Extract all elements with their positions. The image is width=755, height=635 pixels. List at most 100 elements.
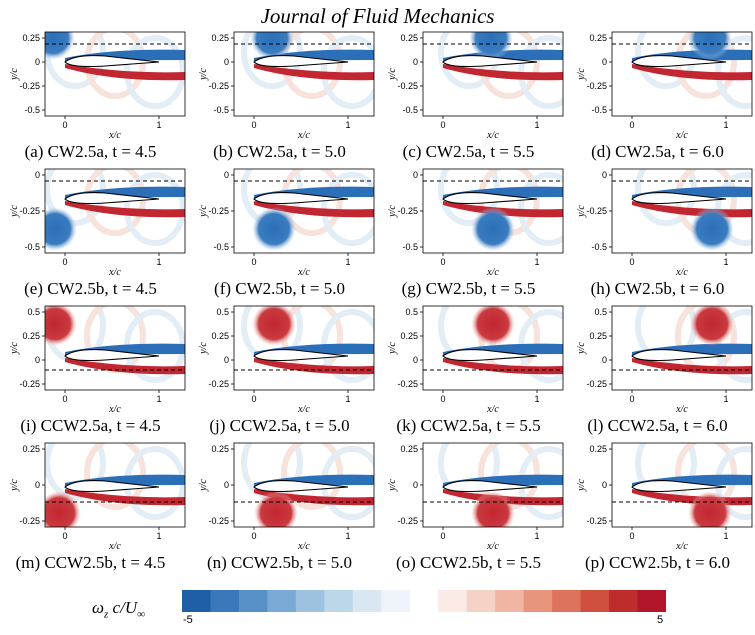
- y-tick-label: 0.25: [22, 33, 40, 43]
- axes-frame: [611, 305, 753, 391]
- y-axis-label: y/c: [198, 68, 209, 81]
- colorbar-swatch: [381, 590, 411, 612]
- y-tick-label: 0.25: [22, 444, 40, 454]
- vortex: [45, 207, 77, 251]
- y-tick-label: 0: [35, 480, 40, 490]
- airfoil: [253, 55, 349, 68]
- y-axis-label: y/c: [9, 479, 20, 492]
- vorticity-field-plot: 0.25 0 -0.25 0 1 x/c y/c: [9, 442, 186, 552]
- vorticity-field-plot: 0.25 0 -0.25 0 1 x/c y/c: [576, 442, 753, 552]
- airfoil: [442, 480, 538, 493]
- y-tick-label: 0: [413, 57, 418, 67]
- vortex: [254, 491, 298, 527]
- axes-frame: [233, 305, 375, 391]
- vorticity-field-plot: 0 -0.25 -0.5 0 1 x/c y/c: [9, 168, 186, 278]
- y-axis-label: y/c: [576, 68, 587, 81]
- vorticity-field-plot: 0 -0.25 -0.5 0 1 x/c y/c: [387, 168, 564, 278]
- y-tick-label: -0.25: [397, 379, 418, 389]
- x-tick-label: 0: [440, 120, 445, 130]
- airfoil: [631, 192, 727, 205]
- y-tick-label: -0.5: [213, 242, 229, 252]
- y-tick-label: 0.5: [216, 307, 229, 317]
- y-tick-label: 0.25: [589, 444, 607, 454]
- lower-shear-layer: [254, 64, 374, 81]
- y-tick-label: 0: [602, 57, 607, 67]
- vortex: [471, 491, 515, 527]
- y-tick-label: -0.25: [208, 81, 229, 91]
- panel-i: 0.5 0.25 0 -0.25 0 1 x/c y/c (i) CCW2.5a, t = 4.…: [3, 304, 191, 441]
- vortex: [45, 32, 75, 60]
- y-axis-label: y/c: [576, 479, 587, 492]
- axes-frame: [44, 31, 186, 117]
- x-axis-label: x/c: [297, 267, 310, 278]
- y-tick-label: 0.25: [400, 331, 418, 341]
- y-tick-label: 0.25: [400, 444, 418, 454]
- panel-p: 0.25 0 -0.25 0 1 x/c y/c (p) CCW2.5b, t = 6.0: [570, 441, 755, 578]
- panel-caption: (n) CCW2.5b, t = 5.0: [206, 553, 353, 572]
- y-axis-label: y/c: [198, 342, 209, 355]
- colorbar-swatch: [552, 590, 582, 612]
- colorbar-swatch: [637, 590, 666, 612]
- y-tick-label: 0: [224, 57, 229, 67]
- y-tick-label: -0.25: [19, 379, 40, 389]
- colorbar-swatch: [580, 590, 610, 612]
- vortex: [252, 207, 296, 251]
- axes-frame: [611, 31, 753, 117]
- y-tick-label: 0: [224, 355, 229, 365]
- x-tick-label: 1: [723, 257, 728, 267]
- x-tick-label: 0: [629, 120, 634, 130]
- panel-j: 0.5 0.25 0 -0.25 0 1 x/c y/c (j) CCW2.5a, t = 5.…: [192, 304, 380, 441]
- x-axis-label: x/c: [108, 130, 121, 141]
- y-tick-label: 0.5: [405, 307, 418, 317]
- panel-caption: (i) CCW2.5a, t = 4.5: [20, 416, 161, 435]
- x-tick-label: 0: [62, 394, 67, 404]
- x-tick-label: 0: [629, 394, 634, 404]
- y-tick-label: -0.25: [397, 81, 418, 91]
- lower-shear-layer: [443, 64, 563, 81]
- y-axis-label: y/c: [198, 205, 209, 218]
- x-axis-label: x/c: [675, 404, 688, 415]
- x-tick-label: 0: [62, 257, 67, 267]
- colorbar-swatch: [238, 590, 268, 612]
- panel-l: 0.5 0.25 0 -0.25 0 1 x/c y/c (l) CCW2.5a, t = 6.…: [570, 304, 755, 441]
- x-axis-label: x/c: [486, 130, 499, 141]
- lower-shear-layer: [254, 201, 374, 218]
- x-tick-label: 1: [345, 257, 350, 267]
- x-tick-label: 0: [62, 120, 67, 130]
- vortex: [690, 207, 734, 251]
- panel-caption: (g) CW2.5b, t = 5.5: [401, 279, 536, 298]
- y-axis-label: y/c: [9, 205, 20, 218]
- vorticity-field-plot: 0.5 0.25 0 -0.25 0 1 x/c y/c: [198, 305, 375, 415]
- y-tick-label: 0.25: [211, 331, 229, 341]
- x-tick-label: 0: [440, 257, 445, 267]
- colorbar-max-label: 5: [657, 614, 664, 626]
- y-tick-label: -0.25: [19, 516, 40, 526]
- airfoil: [442, 192, 538, 205]
- panel-a: 0.25 0 -0.25 -0.5 0 1 x/c y/c (a) CW2.5a, t = 4.…: [3, 30, 191, 167]
- airfoil: [64, 55, 160, 68]
- lower-shear-layer: [65, 358, 185, 375]
- vorticity-field-plot: 0.25 0 -0.25 -0.5 0 1 x/c y/c: [576, 31, 753, 141]
- y-tick-label: 0: [413, 355, 418, 365]
- axes-frame: [422, 31, 564, 117]
- x-axis-label: x/c: [675, 267, 688, 278]
- panel-caption: (k) CCW2.5a, t = 5.5: [396, 416, 541, 435]
- vortex: [688, 32, 732, 60]
- x-tick-label: 1: [156, 394, 161, 404]
- y-tick-label: 0: [224, 170, 229, 180]
- y-tick-label: 0: [35, 355, 40, 365]
- x-tick-label: 0: [440, 531, 445, 541]
- vorticity-field-plot: 0.5 0.25 0 -0.25 0 1 x/c y/c: [9, 305, 186, 415]
- x-tick-label: 1: [156, 531, 161, 541]
- y-tick-label: 0: [35, 57, 40, 67]
- axes-frame: [44, 305, 186, 391]
- vortex: [250, 32, 294, 60]
- x-axis-label: x/c: [486, 404, 499, 415]
- x-tick-label: 1: [723, 531, 728, 541]
- y-tick-label: 0: [224, 480, 229, 490]
- y-tick-label: 0.5: [27, 307, 40, 317]
- airfoil: [64, 480, 160, 493]
- vorticity-field-plot: 0.25 0 -0.25 -0.5 0 1 x/c y/c: [387, 31, 564, 141]
- vortex: [688, 491, 732, 527]
- colorbar-min-label: -5: [183, 614, 193, 626]
